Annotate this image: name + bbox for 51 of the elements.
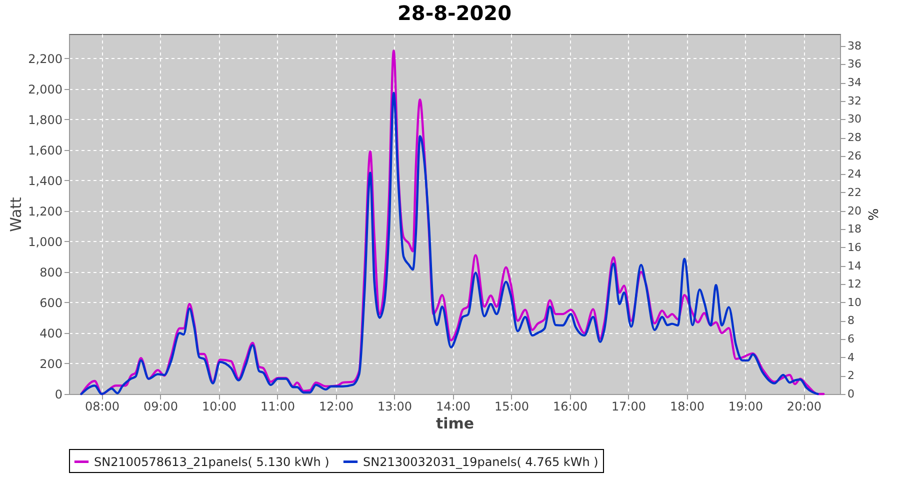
y2-tick-label: 18 bbox=[848, 222, 862, 236]
y-tick-label: 1,600 bbox=[28, 143, 62, 158]
x-tick-label: 20:00 bbox=[786, 400, 822, 414]
x-tick-label: 16:00 bbox=[552, 400, 588, 414]
y2-tick-label: 26 bbox=[848, 149, 862, 162]
y-tick-label: 1,000 bbox=[28, 234, 62, 249]
y2-tick-label: 34 bbox=[848, 76, 862, 90]
x-tick-label: 10:00 bbox=[202, 400, 237, 414]
y2-tick-label: 20 bbox=[848, 204, 862, 218]
x-tick-label: 18:00 bbox=[670, 400, 705, 414]
y-tick-label: 400 bbox=[40, 326, 62, 340]
y2-tick-label: 2 bbox=[848, 369, 854, 382]
x-tick-label: 14:00 bbox=[436, 400, 471, 414]
x-tick-label: 15:00 bbox=[494, 400, 530, 414]
y2-tick-label: 14 bbox=[848, 259, 862, 272]
y2-tick-label: 6 bbox=[848, 332, 854, 346]
x-tick-label: 17:00 bbox=[611, 400, 646, 414]
x-tick-label: 08:00 bbox=[84, 400, 120, 414]
legend-label: SN2130032031_19panels( 4.765 kWh ) bbox=[363, 454, 598, 469]
x-tick-label: 11:00 bbox=[260, 400, 296, 414]
y2-tick-label: 12 bbox=[848, 278, 862, 291]
y2-tick-label: 30 bbox=[848, 112, 862, 126]
y-axis-title: Watt bbox=[7, 196, 26, 232]
y2-axis-title: % bbox=[864, 208, 880, 221]
legend-label: SN2100578613_21panels( 5.130 kWh ) bbox=[94, 454, 330, 469]
y-tick-label: 600 bbox=[40, 296, 62, 310]
x-tick-label: 12:00 bbox=[318, 400, 354, 414]
y2-tick-label: 32 bbox=[848, 94, 862, 108]
y2-tick-label: 4 bbox=[848, 350, 854, 364]
x-tick-label: 09:00 bbox=[143, 400, 178, 414]
y2-tick-label: 16 bbox=[848, 240, 862, 254]
y2-tick-label: 28 bbox=[848, 131, 862, 144]
y2-tick-label: 0 bbox=[848, 388, 854, 400]
y-tick-label: 2,000 bbox=[28, 82, 62, 96]
y-tick-label: 200 bbox=[40, 356, 62, 371]
y-tick-label: 800 bbox=[40, 265, 62, 280]
y2-tick-label: 10 bbox=[848, 296, 862, 309]
y2-tick-label: 22 bbox=[848, 186, 862, 199]
y2-tick-label: 38 bbox=[848, 39, 862, 52]
y-tick-label: 2,200 bbox=[28, 52, 62, 66]
y-tick-label: 0 bbox=[54, 388, 62, 402]
x-axis-title: time bbox=[436, 414, 474, 432]
y2-tick-label: 8 bbox=[848, 314, 854, 328]
y-tick-label: 1,400 bbox=[28, 174, 62, 188]
y-tick-label: 1,200 bbox=[28, 204, 62, 218]
y-tick-label: 1,800 bbox=[28, 112, 62, 127]
x-tick-label: 19:00 bbox=[728, 400, 764, 414]
y2-tick-label: 36 bbox=[848, 58, 862, 71]
y2-tick-label: 24 bbox=[848, 168, 862, 181]
chart-title: 28-8-2020 bbox=[397, 1, 512, 25]
x-tick-label: 13:00 bbox=[377, 400, 412, 414]
